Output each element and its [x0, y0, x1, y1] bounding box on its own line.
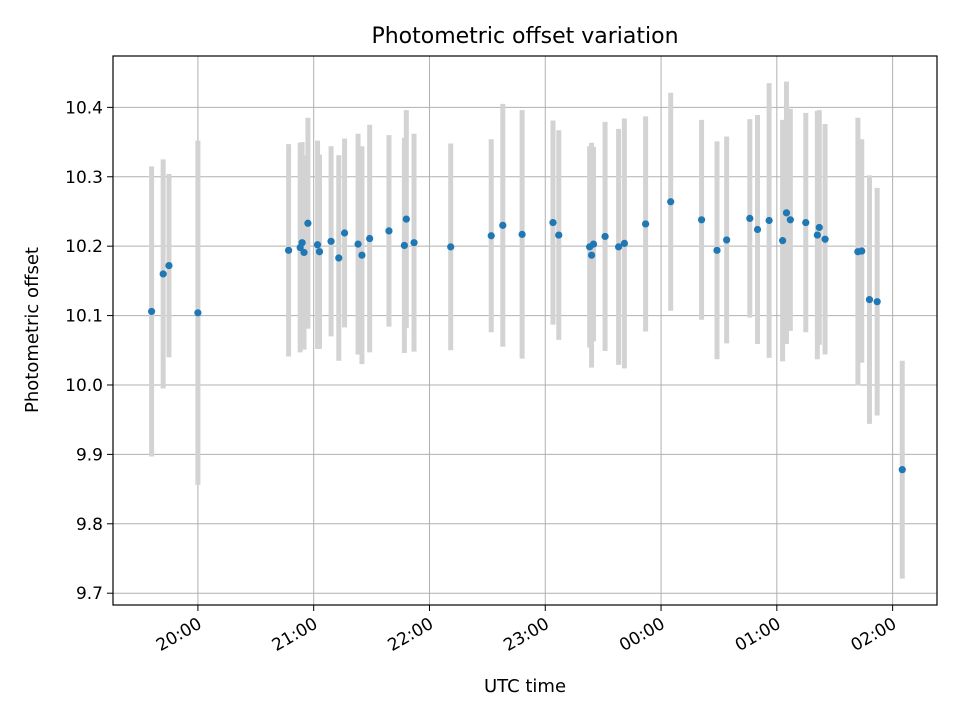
- data-point: [587, 251, 596, 259]
- y-tick-label: 9.9: [76, 445, 103, 465]
- data-point: [697, 216, 706, 224]
- data-point: [165, 262, 173, 270]
- x-axis-label: UTC time: [484, 676, 566, 697]
- plot-frame: [112, 55, 938, 606]
- y-tick-label: 9.8: [76, 515, 103, 535]
- data-point: [385, 227, 393, 235]
- data-point: [313, 241, 322, 249]
- data-point: [410, 239, 418, 247]
- data-point: [298, 239, 306, 247]
- data-point: [304, 219, 312, 227]
- data-point: [402, 215, 410, 223]
- data-point: [601, 232, 609, 241]
- data-point: [555, 231, 563, 239]
- data-point: [667, 198, 675, 206]
- data-point: [518, 230, 526, 238]
- data-point: [786, 216, 794, 224]
- data-point: [713, 246, 721, 254]
- data-point: [147, 307, 156, 316]
- data-point: [723, 236, 731, 244]
- data-point: [487, 232, 495, 240]
- y-tick-label: 9.7: [76, 584, 103, 604]
- data-point: [782, 209, 791, 217]
- data-point: [746, 214, 754, 223]
- y-tick-label: 10.1: [65, 307, 103, 327]
- data-point: [300, 248, 308, 257]
- data-point: [858, 247, 866, 255]
- data-point: [620, 239, 628, 247]
- data-point: [802, 218, 810, 227]
- data-point: [779, 237, 787, 245]
- data-points: [147, 198, 906, 474]
- data-point: [821, 235, 829, 243]
- data-point: [549, 218, 557, 227]
- data-point: [753, 225, 762, 234]
- y-axis-label: Photometric offset: [22, 247, 43, 413]
- data-point: [898, 466, 906, 474]
- data-point: [315, 248, 324, 256]
- grid-lines: [113, 56, 937, 605]
- data-point: [815, 223, 823, 232]
- chart-title: Photometric offset variation: [371, 24, 678, 49]
- data-point: [340, 229, 349, 237]
- data-point: [366, 234, 374, 243]
- y-tick-label: 10.0: [65, 376, 103, 396]
- data-point: [589, 240, 598, 248]
- data-point: [765, 216, 773, 225]
- data-point: [873, 298, 881, 306]
- data-point: [194, 309, 202, 317]
- data-point: [285, 246, 293, 254]
- data-point: [447, 243, 455, 251]
- y-axis-ticks: 9.7 9.8 9.9 10.0 10.1 10.2 10.3 10.4: [65, 98, 113, 604]
- data-point: [499, 221, 507, 229]
- data-point: [400, 241, 408, 250]
- data-point: [614, 243, 623, 251]
- data-point: [865, 296, 874, 304]
- y-tick-label: 10.2: [65, 237, 103, 257]
- y-tick-label: 10.3: [65, 168, 103, 188]
- data-point: [159, 270, 167, 278]
- data-point: [642, 220, 650, 228]
- data-point: [335, 254, 343, 262]
- data-point: [327, 237, 335, 245]
- data-point: [813, 231, 821, 239]
- y-tick-label: 10.4: [65, 98, 103, 118]
- data-point: [358, 251, 366, 259]
- data-point: [354, 240, 362, 248]
